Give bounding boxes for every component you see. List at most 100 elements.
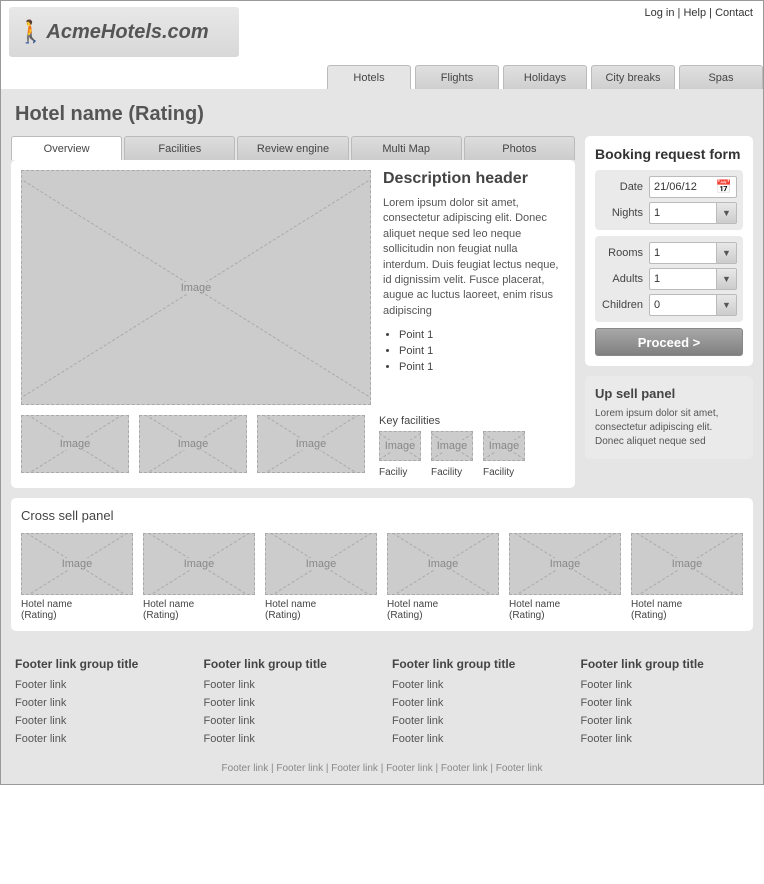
description-point: Point 1 [399, 361, 565, 373]
cross-sell-rating: (Rating) [143, 610, 255, 621]
upsell-title: Up sell panel [595, 386, 743, 401]
upsell-panel: Up sell panel Lorem ipsum dolor sit amet… [585, 376, 753, 459]
cross-sell-name: Hotel name [265, 599, 377, 610]
rooms-select[interactable]: 1▼ [649, 242, 737, 264]
footer-link[interactable]: Footer link [392, 733, 561, 745]
footer-link[interactable]: Footer link [15, 679, 184, 691]
chevron-down-icon: ▼ [716, 295, 736, 315]
logo-icon: 🚶 [17, 19, 44, 45]
hero-image[interactable]: Image [21, 170, 371, 405]
description-points: Point 1 Point 1 Point 1 [399, 329, 565, 373]
chevron-down-icon: ▼ [716, 203, 736, 223]
proceed-button[interactable]: Proceed > [595, 328, 743, 356]
description-text: Lorem ipsum dolor sit amet, consectetur … [383, 196, 565, 319]
login-link[interactable]: Log in [645, 7, 675, 19]
help-link[interactable]: Help [683, 7, 706, 19]
date-label: Date [601, 181, 649, 193]
footer: Footer link group title Footer link Footer… [1, 641, 763, 784]
cross-sell-name: Hotel name [143, 599, 255, 610]
description-header: Description header [383, 170, 565, 188]
facility-item: ImageFacility [431, 431, 473, 478]
cross-sell-item[interactable]: Image Hotel name(Rating) [21, 533, 133, 621]
footer-column: Footer link group title Footer link Footer… [581, 657, 750, 751]
footer-link[interactable]: Footer link [204, 733, 373, 745]
thumb-image[interactable]: Image [139, 415, 247, 473]
footer-col-title: Footer link group title [392, 657, 561, 671]
footer-link[interactable]: Footer link [392, 679, 561, 691]
upsell-text: Lorem ipsum dolor sit amet, consectetur … [595, 407, 743, 449]
cross-sell-name: Hotel name [387, 599, 499, 610]
cross-sell-name: Hotel name [631, 599, 743, 610]
cross-sell-panel: Cross sell panel ImageHotel name(Rating)… [11, 498, 753, 631]
main-tab-flights[interactable]: Flights [415, 65, 499, 89]
main-tab-hotels[interactable]: Hotels [327, 65, 411, 89]
cross-sell-item[interactable]: Image Hotel name(Rating) [631, 533, 743, 621]
logo[interactable]: 🚶 AcmeHotels.com [9, 7, 239, 57]
cross-sell-rating: (Rating) [265, 610, 377, 621]
sub-tab-review-engine[interactable]: Review engine [237, 136, 348, 160]
footer-link[interactable]: Footer link [15, 715, 184, 727]
main-tab-city-breaks[interactable]: City breaks [591, 65, 675, 89]
main-tab-holidays[interactable]: Holidays [503, 65, 587, 89]
facility-item: ImageFaciliy [379, 431, 421, 478]
children-label: Children [601, 299, 649, 311]
sub-tab-photos[interactable]: Photos [464, 136, 575, 160]
footer-link[interactable]: Footer link [392, 715, 561, 727]
description-point: Point 1 [399, 345, 565, 357]
footer-bottom-link[interactable]: Footer link [496, 763, 543, 774]
cross-sell-item[interactable]: ImageHotel name(Rating) [387, 533, 499, 621]
cross-sell-rating: (Rating) [631, 610, 743, 621]
sub-tab-overview[interactable]: Overview [11, 136, 122, 160]
calendar-icon[interactable]: 📅 [716, 179, 732, 195]
logo-text: AcmeHotels.com [46, 21, 208, 44]
footer-link[interactable]: Footer link [15, 697, 184, 709]
footer-link[interactable]: Footer link [392, 697, 561, 709]
adults-select[interactable]: 1▼ [649, 268, 737, 290]
thumb-image[interactable]: Image [257, 415, 365, 473]
booking-title: Booking request form [595, 146, 743, 162]
footer-column: Footer link group title Footer link Footer… [392, 657, 561, 751]
cross-sell-rating: (Rating) [509, 610, 621, 621]
key-facilities: Key facilities ImageFaciliyImageFacility… [379, 415, 525, 478]
main-tab-spas[interactable]: Spas [679, 65, 763, 89]
date-field[interactable]: 21/06/12 📅 [649, 176, 737, 198]
footer-link[interactable]: Footer link [204, 697, 373, 709]
cross-sell-item[interactable]: ImageHotel name(Rating) [509, 533, 621, 621]
footer-col-title: Footer link group title [15, 657, 184, 671]
footer-col-title: Footer link group title [204, 657, 373, 671]
facility-item: ImageFacility [483, 431, 525, 478]
thumb-image[interactable]: Image [21, 415, 129, 473]
footer-link[interactable]: Footer link [204, 679, 373, 691]
facility-label: Facility [483, 467, 525, 478]
footer-bottom-link[interactable]: Footer link [386, 763, 433, 774]
cross-sell-item[interactable]: ImageHotel name(Rating) [265, 533, 377, 621]
footer-link[interactable]: Footer link [581, 697, 750, 709]
footer-bottom-link[interactable]: Footer link [331, 763, 378, 774]
cross-sell-image: Image [509, 533, 621, 595]
sub-tab-facilities[interactable]: Facilities [124, 136, 235, 160]
contact-link[interactable]: Contact [715, 7, 753, 19]
chevron-down-icon: ▼ [716, 243, 736, 263]
description-column: Description header Lorem ipsum dolor sit… [383, 170, 565, 405]
cross-sell-image: Image [631, 533, 743, 595]
nights-select[interactable]: 1▼ [649, 202, 737, 224]
footer-column: Footer link group title Footer link Footer… [15, 657, 184, 751]
cross-sell-rating: (Rating) [21, 610, 133, 621]
footer-link[interactable]: Footer link [204, 715, 373, 727]
footer-col-title: Footer link group title [581, 657, 750, 671]
footer-bottom-link[interactable]: Footer link [441, 763, 488, 774]
description-point: Point 1 [399, 329, 565, 341]
cross-sell-name: Hotel name [21, 599, 133, 610]
footer-bottom-link[interactable]: Footer link [276, 763, 323, 774]
footer-link[interactable]: Footer link [15, 733, 184, 745]
footer-link[interactable]: Footer link [581, 733, 750, 745]
thumbnail-row: Image Image Image Key facilities ImageFa… [21, 415, 565, 478]
footer-link[interactable]: Footer link [581, 679, 750, 691]
sub-tab-multi-map[interactable]: Multi Map [351, 136, 462, 160]
cross-sell-item[interactable]: ImageHotel name(Rating) [143, 533, 255, 621]
children-select[interactable]: 0▼ [649, 294, 737, 316]
nights-label: Nights [601, 207, 649, 219]
footer-bottom-link[interactable]: Footer link [222, 763, 269, 774]
footer-link[interactable]: Footer link [581, 715, 750, 727]
cross-sell-image: Image [21, 533, 133, 595]
